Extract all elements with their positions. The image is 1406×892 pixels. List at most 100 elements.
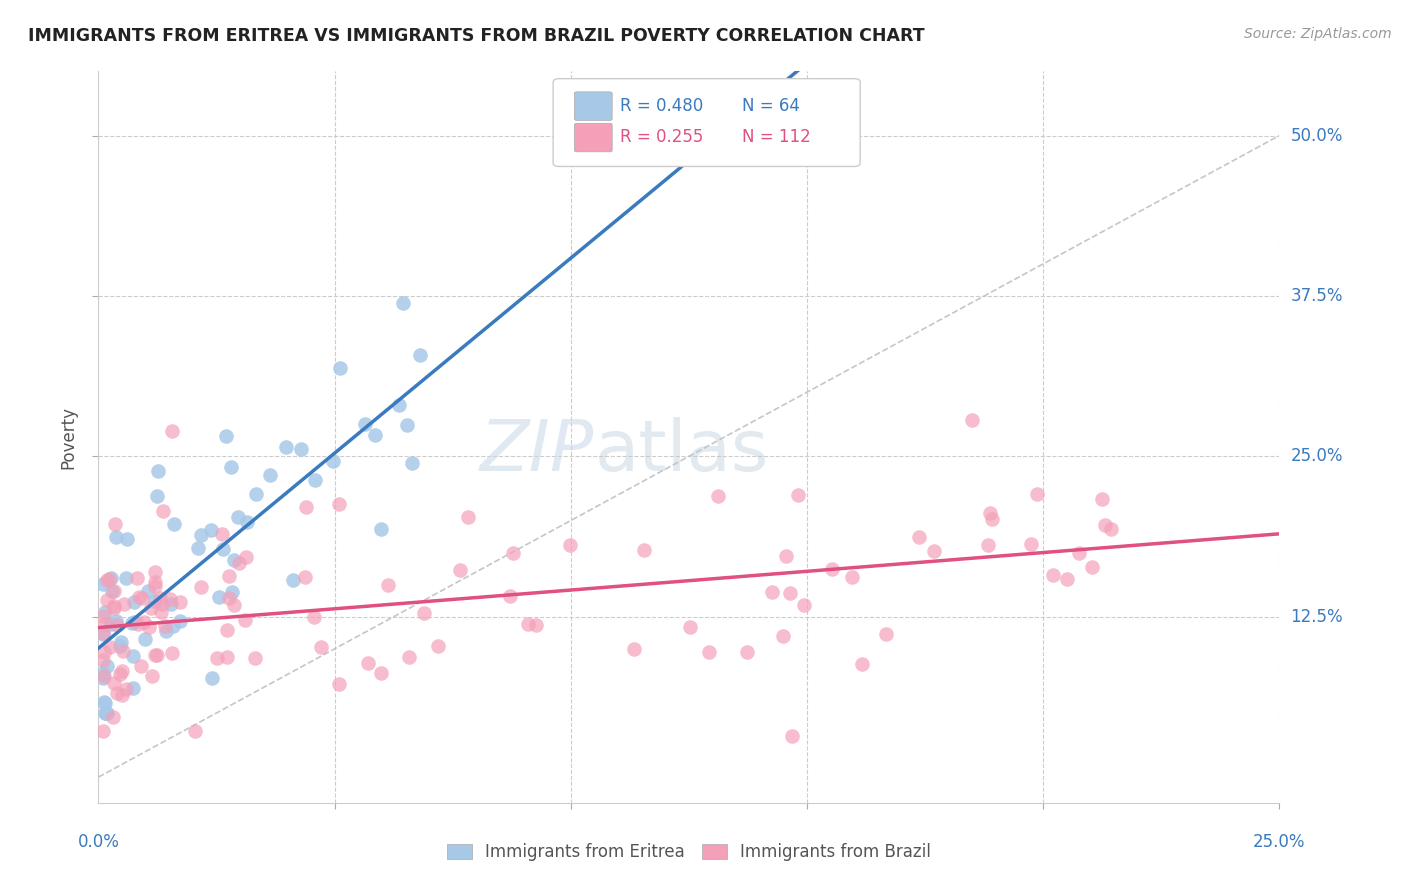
- Point: [211, 526, 233, 541]
- Point: [96, 706, 118, 720]
- Point: [200, 523, 222, 537]
- Point: [153, 619, 176, 633]
- Point: [221, 584, 243, 599]
- Point: [141, 669, 163, 683]
- Point: [226, 509, 249, 524]
- Point: [187, 541, 209, 556]
- Point: [1026, 487, 1049, 501]
- Point: [101, 710, 124, 724]
- Point: [516, 616, 538, 631]
- Point: [125, 571, 148, 585]
- Point: [245, 487, 267, 501]
- Point: [91, 653, 114, 667]
- Point: [150, 597, 173, 611]
- Point: [922, 543, 945, 558]
- Point: [207, 651, 229, 665]
- Point: [398, 649, 420, 664]
- Point: [105, 614, 128, 628]
- Point: [94, 617, 117, 632]
- Point: [162, 424, 184, 438]
- Point: [633, 543, 655, 558]
- Point: [401, 457, 423, 471]
- Point: [122, 681, 145, 695]
- Point: [457, 510, 479, 524]
- Point: [145, 489, 167, 503]
- Point: [735, 645, 758, 659]
- Point: [94, 706, 117, 720]
- Point: [354, 417, 377, 432]
- Point: [1081, 559, 1104, 574]
- Point: [243, 650, 266, 665]
- Point: [977, 538, 1000, 552]
- Point: [875, 627, 897, 641]
- Point: [129, 659, 152, 673]
- Point: [779, 586, 801, 600]
- Point: [502, 546, 524, 560]
- Point: [311, 640, 333, 654]
- Point: [148, 591, 170, 605]
- Point: [328, 497, 350, 511]
- Point: [1091, 491, 1114, 506]
- Point: [793, 599, 815, 613]
- Text: 0.0%: 0.0%: [77, 833, 120, 851]
- Point: [370, 522, 392, 536]
- Point: [1099, 523, 1122, 537]
- Point: [104, 530, 127, 544]
- Point: [409, 348, 432, 362]
- Point: [94, 706, 117, 720]
- Point: [105, 686, 128, 700]
- Point: [560, 538, 582, 552]
- Point: [281, 573, 304, 587]
- Point: [110, 666, 132, 681]
- Point: [211, 541, 233, 556]
- Point: [98, 640, 121, 654]
- Point: [1019, 537, 1042, 551]
- Point: [218, 591, 240, 605]
- Point: [146, 648, 169, 662]
- Point: [228, 556, 250, 570]
- Point: [1042, 568, 1064, 582]
- Point: [218, 569, 240, 583]
- Point: [93, 645, 115, 659]
- Point: [169, 595, 191, 609]
- Point: [111, 689, 134, 703]
- Point: [148, 464, 170, 478]
- Point: [93, 669, 115, 683]
- Point: [219, 459, 242, 474]
- Text: Source: ZipAtlas.com: Source: ZipAtlas.com: [1244, 27, 1392, 41]
- Point: [235, 549, 257, 564]
- Text: 37.5%: 37.5%: [1291, 287, 1343, 305]
- Point: [104, 517, 127, 532]
- Point: [122, 615, 145, 629]
- Point: [413, 606, 436, 620]
- Point: [103, 601, 125, 615]
- Point: [115, 532, 138, 546]
- Point: [115, 681, 138, 696]
- Point: [962, 413, 984, 427]
- Point: [91, 625, 114, 640]
- Point: [108, 640, 131, 654]
- Point: [322, 454, 344, 468]
- Point: [259, 467, 281, 482]
- Point: [1067, 546, 1090, 560]
- Point: [143, 574, 166, 589]
- Point: [134, 615, 156, 629]
- Point: [304, 473, 326, 487]
- Point: [908, 530, 931, 544]
- Point: [122, 648, 145, 663]
- Text: N = 112: N = 112: [742, 128, 811, 146]
- Text: IMMIGRANTS FROM ERITREA VS IMMIGRANTS FROM BRAZIL POVERTY CORRELATION CHART: IMMIGRANTS FROM ERITREA VS IMMIGRANTS FR…: [28, 27, 925, 45]
- Point: [139, 601, 162, 615]
- Point: [155, 624, 177, 639]
- Point: [93, 695, 115, 709]
- Point: [184, 723, 207, 738]
- Point: [392, 296, 415, 310]
- Point: [107, 618, 129, 632]
- Point: [162, 619, 184, 633]
- Point: [110, 635, 132, 649]
- Point: [163, 516, 186, 531]
- Point: [143, 648, 166, 663]
- Point: [103, 675, 125, 690]
- Point: [91, 671, 114, 685]
- Point: [821, 562, 844, 576]
